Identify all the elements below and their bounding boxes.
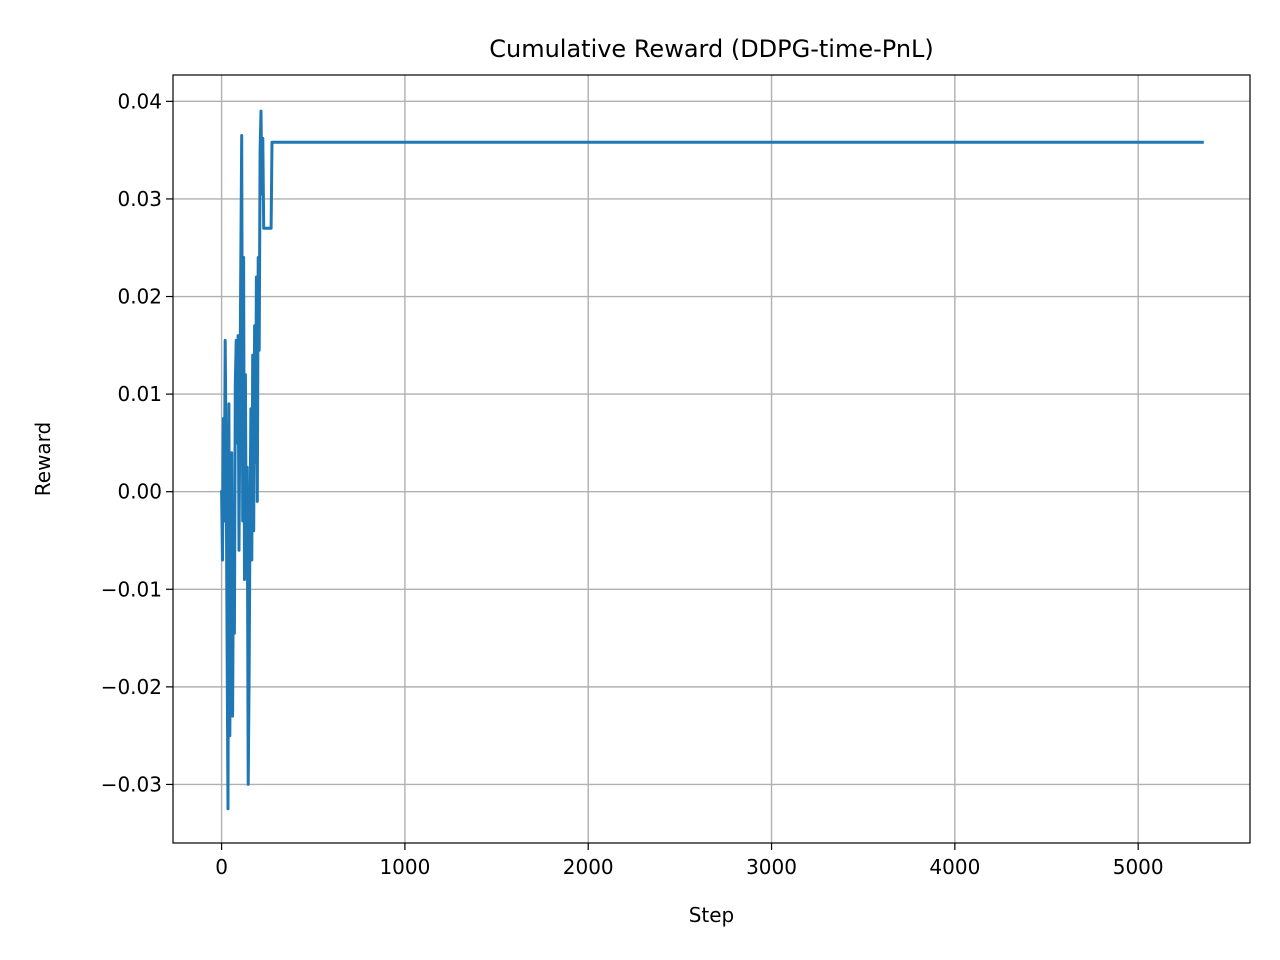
y-tick-label: −0.01 bbox=[101, 577, 162, 601]
y-tick-label: −0.03 bbox=[101, 772, 162, 796]
y-tick-label: 0.00 bbox=[117, 480, 162, 504]
x-tick-label: 5000 bbox=[1113, 855, 1164, 879]
x-tick-label: 3000 bbox=[746, 855, 797, 879]
chart-title: Cumulative Reward (DDPG-time-PnL) bbox=[489, 35, 934, 63]
y-tick-label: 0.01 bbox=[117, 382, 162, 406]
y-tick-label: 0.03 bbox=[117, 187, 162, 211]
plot-area-frame bbox=[172, 74, 1251, 844]
x-tick-label: 4000 bbox=[929, 855, 980, 879]
grid bbox=[173, 75, 1250, 843]
x-axis-ticks: 0 1000 2000 3000 4000 5000 bbox=[215, 843, 1164, 879]
y-tick-label: −0.02 bbox=[101, 675, 162, 699]
x-axis-label: Step bbox=[689, 903, 735, 927]
y-tick-label: 0.02 bbox=[117, 285, 162, 309]
y-axis-label: Reward bbox=[31, 422, 55, 496]
y-tick-label: 0.04 bbox=[117, 89, 162, 113]
data-line-layer bbox=[220, 109, 1204, 811]
x-tick-label: 0 bbox=[215, 855, 228, 879]
x-tick-label: 2000 bbox=[563, 855, 614, 879]
cumulative-reward-line bbox=[220, 109, 1204, 811]
y-axis-ticks: −0.03 −0.02 −0.01 0.00 0.01 0.02 0.03 0.04 bbox=[101, 89, 173, 796]
x-tick-label: 1000 bbox=[379, 855, 430, 879]
